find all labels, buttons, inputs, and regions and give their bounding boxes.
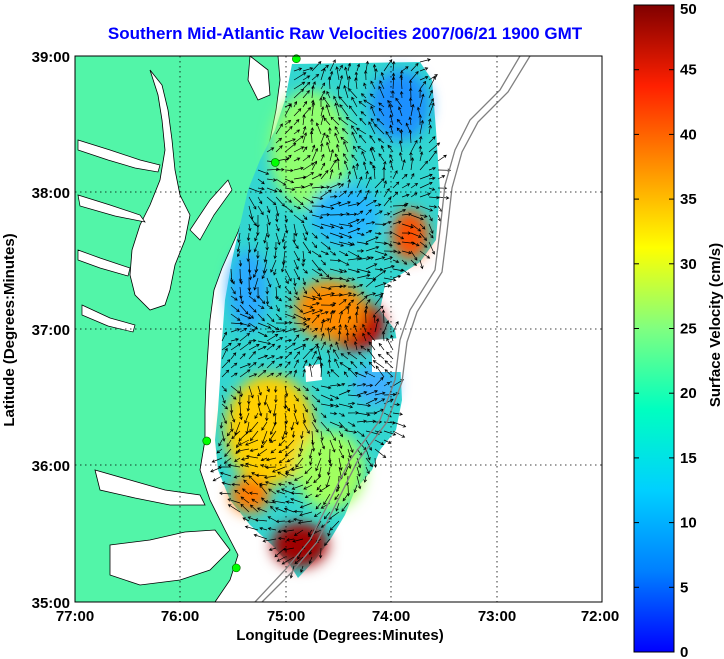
colorbar-ticks: 0 5 10 15 20 25 30 35 40 45 50 — [634, 1, 697, 659]
field-blob-green-south — [295, 430, 365, 510]
colorbar-label: Surface Velocity (cm/s) — [707, 243, 724, 407]
x-tick-label: 72:00 — [581, 608, 619, 625]
x-tick-label: 77:00 — [56, 608, 94, 625]
radar-station-marker — [231, 563, 241, 573]
y-tick-label: 38:00 — [32, 185, 70, 202]
bathymetry-contour-2 — [261, 56, 531, 602]
chesapeake-bay — [129, 69, 191, 311]
colorbar-tick-label: 50 — [680, 1, 697, 18]
radar-station-marker — [292, 54, 301, 64]
map-plot — [75, 56, 602, 602]
y-axis: 39:00 38:00 37:00 36:00 35:00 Latitude (… — [1, 49, 70, 612]
field-blob-orange-east — [392, 210, 428, 260]
colorbar-tick-label: 20 — [680, 385, 697, 402]
colorbar-gradient — [633, 4, 675, 653]
albemarle-sound — [94, 469, 206, 506]
coverage-gap — [372, 338, 402, 372]
radar-stations — [202, 54, 301, 573]
coverage-gap-2 — [305, 364, 322, 382]
colorbar-tick-label: 45 — [680, 62, 697, 79]
colorbar-tick-label: 5 — [680, 579, 688, 596]
colorbar-tick-label: 10 — [680, 515, 697, 532]
velocity-field — [210, 58, 452, 579]
field-blob-orange-south — [230, 477, 270, 513]
x-axis-label: Longitude (Degrees:Minutes) — [236, 627, 444, 644]
field-blob-red-south — [272, 523, 328, 567]
x-axis: 77:00 76:00 75:00 74:00 73:00 72:00 Long… — [56, 608, 619, 644]
field-blob-blue-center — [310, 185, 380, 245]
bathymetry-contour-1 — [254, 56, 521, 602]
colorbar-tick-label: 0 — [680, 644, 688, 659]
y-tick-label: 39:00 — [32, 49, 70, 66]
eastern-shore-lagoon — [189, 179, 233, 241]
map-title: Southern Mid-Atlantic Raw Velocities 200… — [108, 24, 583, 43]
colorbar-tick-label: 15 — [680, 450, 697, 467]
river-1 — [77, 139, 161, 173]
y-axis-label: Latitude (Degrees:Minutes) — [1, 233, 18, 426]
colorbar-tick-label: 40 — [680, 126, 697, 143]
field-blob-orange-center — [295, 280, 365, 340]
x-tick-label: 73:00 — [478, 608, 516, 625]
y-tick-label: 37:00 — [32, 322, 70, 339]
field-blob-green-north — [270, 90, 350, 210]
field-blob-yellow-south — [225, 375, 315, 485]
x-tick-label: 74:00 — [372, 608, 410, 625]
grid-lines — [75, 56, 602, 602]
colorbar-tick-label: 30 — [680, 256, 697, 273]
colorbar-tick-label: 35 — [680, 191, 697, 208]
field-blob-blue-north — [370, 70, 430, 140]
x-tick-label: 75:00 — [267, 608, 305, 625]
y-tick-label: 35:00 — [32, 595, 70, 612]
colorbar: 0 5 10 15 20 25 30 35 40 45 50 Surface Velocity (c… — [633, 1, 724, 659]
colorbar-tick-label: 25 — [680, 321, 697, 338]
velocity-arrows — [210, 58, 452, 579]
radar-station-marker — [270, 158, 280, 167]
velocity-vectors — [210, 58, 452, 579]
river-4 — [81, 304, 136, 333]
radar-station-marker — [202, 436, 212, 446]
river-2 — [77, 194, 146, 223]
x-tick-label: 76:00 — [161, 608, 199, 625]
plot-frame — [74, 55, 603, 603]
y-tick-label: 36:00 — [32, 458, 70, 475]
delaware-bay — [247, 56, 271, 101]
pamlico-sound — [109, 529, 231, 586]
field-blob-blue-west — [228, 250, 268, 330]
river-3 — [77, 249, 131, 277]
